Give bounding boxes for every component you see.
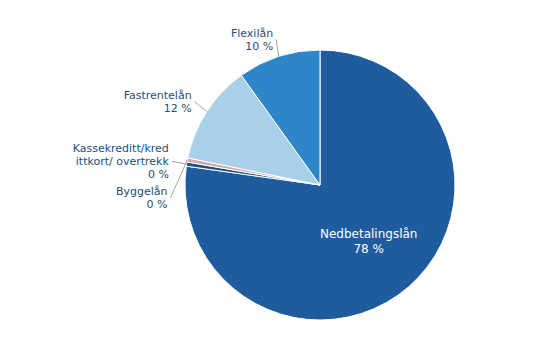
slices [185, 50, 455, 320]
chart-svg: Nedbetalingslån78 % Flexilån10 % Fastrente… [0, 0, 550, 352]
slice-label: Flexilån [231, 27, 273, 40]
slice-label: Fastrentelån [124, 89, 192, 102]
leader-line [171, 160, 188, 198]
leader-lines [171, 39, 279, 197]
slice-label: Byggelån [116, 185, 168, 198]
pie-slice [185, 50, 455, 320]
slice-value-label: 0 % [148, 168, 169, 181]
slice-value-label: 12 % [164, 102, 192, 115]
slice-label: Nedbetalingslån [320, 227, 417, 241]
slice-value-label: 0 % [147, 198, 168, 211]
leader-line [276, 39, 279, 56]
labels: Nedbetalingslån78 % Flexilån10 % Fastrente… [73, 27, 418, 256]
slice-value-label: 10 % [245, 40, 273, 53]
pie-slice [241, 50, 320, 185]
slice-label: Kassekreditt/kredittkort/ overtrekk [73, 142, 170, 168]
leader-line [195, 102, 207, 112]
chart-container: Nedbetalingslån78 % Flexilån10 % Fastrente… [0, 0, 550, 352]
slice-value-label: 78 % [353, 242, 384, 256]
leader-line [172, 161, 187, 164]
